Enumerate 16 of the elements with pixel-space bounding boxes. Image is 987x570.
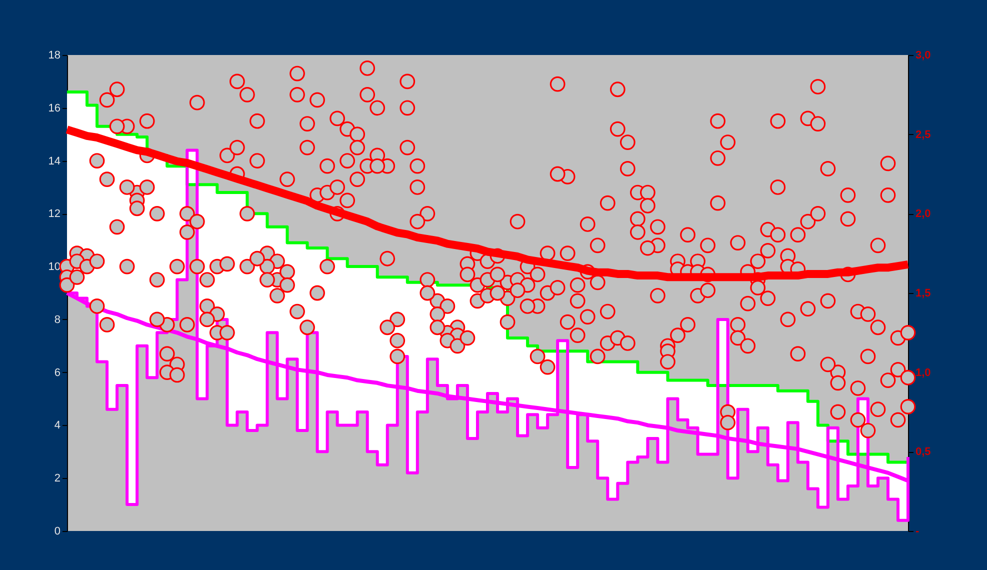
- y2-tick-label: 2,5: [916, 128, 931, 141]
- y2-tick-label: 0,5: [916, 446, 931, 458]
- y2-tick-label: 3,0: [916, 50, 931, 62]
- y-tick-label: 4: [54, 420, 60, 432]
- y2-tick-label: 1,5: [916, 288, 931, 300]
- y-tick-label: 0: [54, 526, 60, 538]
- y-tick-label: 2: [54, 472, 60, 485]
- y-tick-label: 6: [54, 366, 60, 379]
- y2-tick-label: 1,0: [916, 366, 931, 379]
- y-tick-label: 14: [48, 155, 60, 168]
- y-tick-label: 12: [48, 208, 60, 220]
- y-tick-label: 8: [54, 314, 60, 326]
- y-tick-label: 16: [48, 102, 60, 114]
- y2-tick-label: -: [916, 526, 920, 538]
- y2-tick-label: 2,0: [916, 208, 931, 220]
- y-tick-label: 18: [48, 50, 60, 62]
